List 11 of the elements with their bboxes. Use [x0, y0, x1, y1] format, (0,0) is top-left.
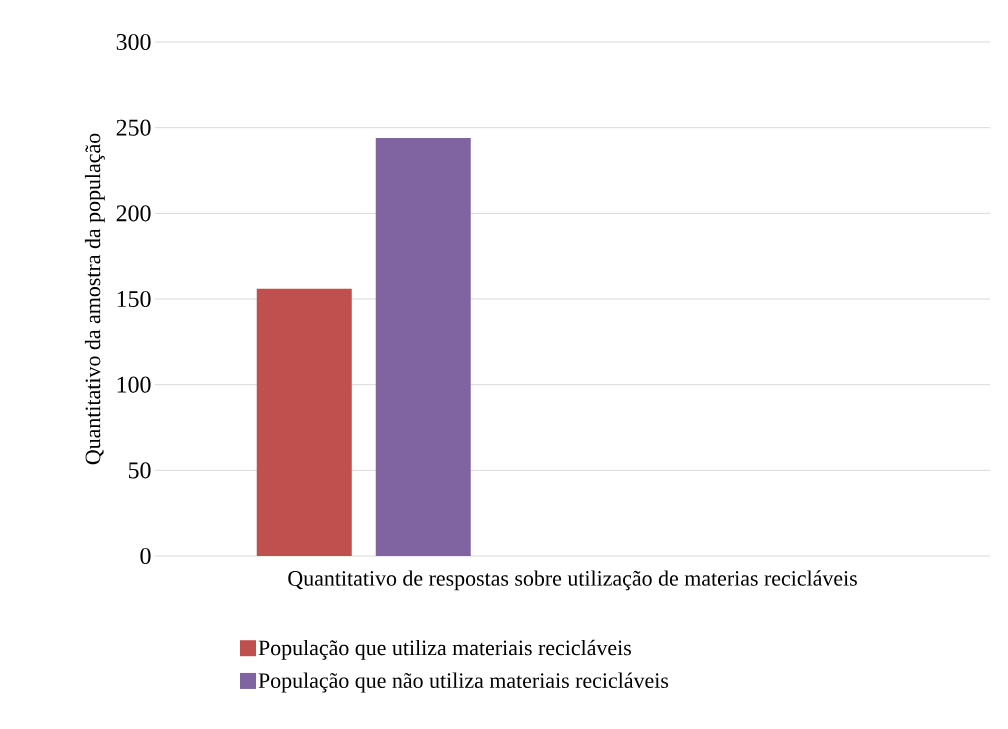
x-axis-title: Quantitativo de respostas sobre utilização de materias recicláveis	[288, 570, 857, 591]
legend-label: População que utiliza materiais recicláveis	[258, 639, 631, 660]
y-axis-title: Quantitativo da amostra da população	[84, 133, 105, 465]
y-tick-label: 100	[117, 376, 151, 393]
y-tick-label: 250	[116, 119, 151, 136]
y-tick-label: 200	[116, 205, 151, 222]
y-tick-label: 50	[128, 462, 151, 479]
y-tick-label: 300	[116, 33, 151, 51]
legend-label: População que não utiliza materiais recicláveis	[258, 672, 669, 693]
y-tick-label: 150	[117, 290, 151, 308]
y-tick-label: 0	[140, 547, 151, 565]
